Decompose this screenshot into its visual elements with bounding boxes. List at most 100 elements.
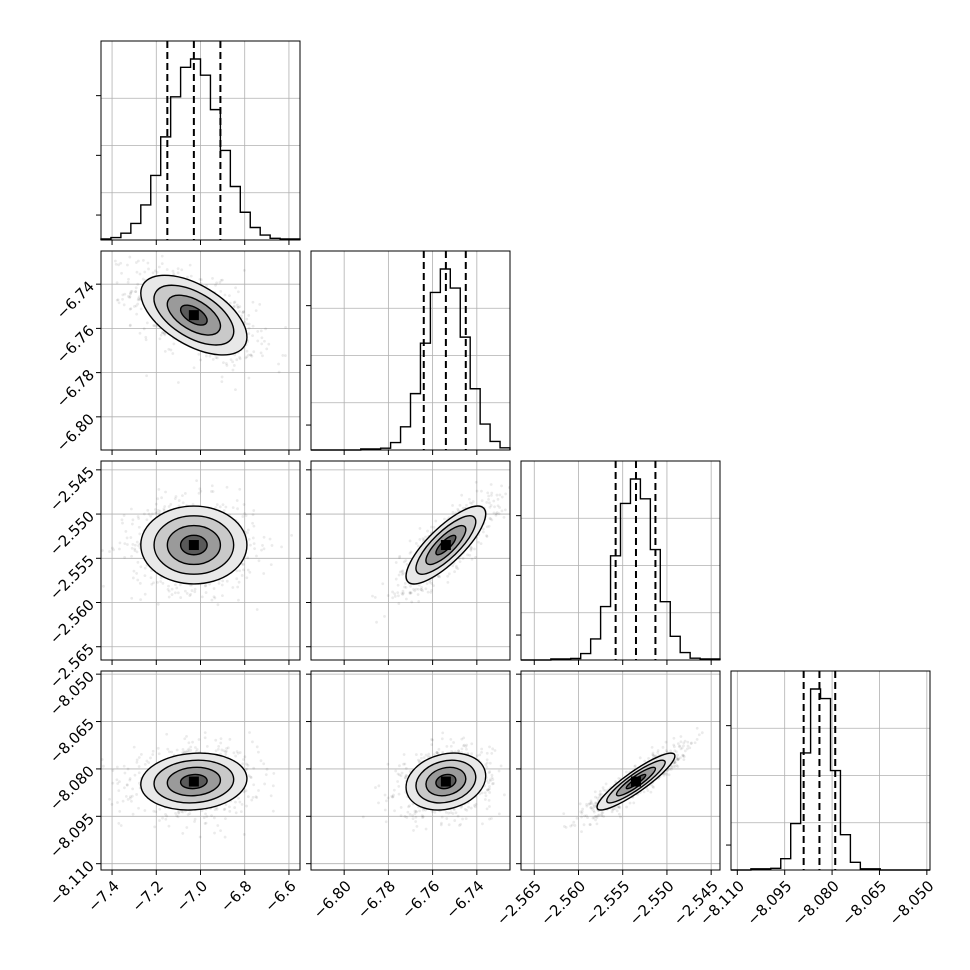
scatter-point (176, 591, 180, 595)
scatter-point (236, 751, 240, 755)
scatter-point (242, 833, 246, 836)
scatter-point (283, 354, 287, 357)
scatter-point (284, 326, 288, 329)
scatter-point (670, 766, 674, 769)
scatter-point (242, 268, 246, 272)
scatter-point (497, 769, 501, 773)
scatter-point (161, 816, 164, 820)
scatter-point (398, 554, 402, 558)
scatter-point (164, 813, 167, 816)
density-contour (179, 304, 208, 326)
scatter-point (176, 381, 180, 384)
scatter-point (154, 810, 158, 814)
scatter-point (221, 594, 224, 598)
scatter-point (451, 510, 455, 514)
scatter-point (129, 290, 133, 294)
scatter-point (234, 811, 238, 815)
scatter-point (451, 504, 454, 507)
scatter-point (488, 761, 492, 765)
scatter-point (432, 584, 436, 588)
scatter-point (262, 762, 266, 766)
scatter-point (117, 301, 121, 305)
scatter-point (496, 504, 500, 508)
scatter-point (239, 810, 243, 814)
scatter-point (404, 776, 407, 780)
scatter-point (232, 751, 236, 755)
scatter-point (142, 327, 146, 331)
scatter-point (133, 305, 136, 308)
scatter-point (224, 750, 227, 754)
scatter-point (160, 254, 164, 258)
scatter-point (240, 802, 244, 806)
scatter-point (246, 795, 250, 799)
scatter-point (122, 303, 126, 307)
scatter-point (246, 763, 250, 767)
scatter-point (497, 812, 501, 816)
scatter-point (241, 311, 245, 315)
scatter-point (403, 582, 407, 585)
scatter-point (441, 750, 445, 754)
scatter-point (153, 825, 157, 829)
scatter-point (132, 745, 136, 749)
scatter-point (457, 749, 461, 753)
scatter-point (199, 278, 203, 282)
density-contour (435, 773, 457, 790)
scatter-point (375, 620, 378, 624)
scatter-point (158, 807, 162, 811)
scatter-point (137, 297, 140, 300)
scatter-point (485, 751, 489, 755)
scatter-point (487, 798, 491, 802)
scatter-point (165, 732, 169, 736)
scatter-point (202, 816, 206, 820)
scatter-point (386, 762, 390, 766)
scatter-point (598, 790, 602, 793)
scatter-point (415, 824, 419, 828)
scatter-point (139, 598, 143, 602)
scatter-point (127, 295, 130, 298)
scatter-point (625, 805, 628, 809)
scatter-point (238, 800, 242, 804)
scatter-point (444, 810, 448, 814)
scatter-point (193, 587, 197, 591)
scatter-point (242, 758, 245, 761)
scatter-point (198, 835, 202, 839)
scatter-point (455, 564, 458, 568)
scatter-point (249, 353, 252, 357)
scatter-point (181, 494, 184, 498)
scatter-point (432, 525, 436, 529)
scatter-point (445, 817, 449, 820)
scatter-point (489, 779, 492, 783)
scatter-point (440, 815, 444, 819)
scatter-point (416, 587, 420, 591)
scatter-point (240, 574, 244, 577)
scatter-point (470, 752, 474, 756)
scatter-point (222, 808, 226, 812)
panel-content (101, 251, 300, 450)
scatter-point (158, 819, 161, 822)
scatter-point (497, 512, 501, 516)
scatter-point (672, 761, 676, 765)
scatter-point (673, 749, 677, 753)
scatter-point (249, 543, 252, 547)
scatter-point (138, 581, 142, 585)
scatter-point (125, 783, 129, 787)
scatter-point (228, 805, 231, 809)
scatter-point (419, 588, 423, 591)
density-contour (153, 515, 235, 575)
scatter-point (219, 741, 223, 745)
scatter-point (488, 785, 491, 788)
scatter-point (145, 374, 149, 378)
scatter-point (486, 491, 490, 495)
scatter-point (652, 754, 656, 758)
scatter-point (267, 342, 271, 346)
scatter-point (402, 762, 405, 766)
scatter-point (134, 286, 138, 290)
scatter-point (116, 801, 119, 804)
scatter-point (487, 497, 490, 501)
scatter-point (216, 603, 220, 607)
scatter-point (251, 300, 255, 304)
scatter-point (131, 518, 135, 522)
scatter-point (133, 773, 137, 777)
scatter-point (470, 502, 474, 505)
scatter-point (189, 748, 193, 752)
